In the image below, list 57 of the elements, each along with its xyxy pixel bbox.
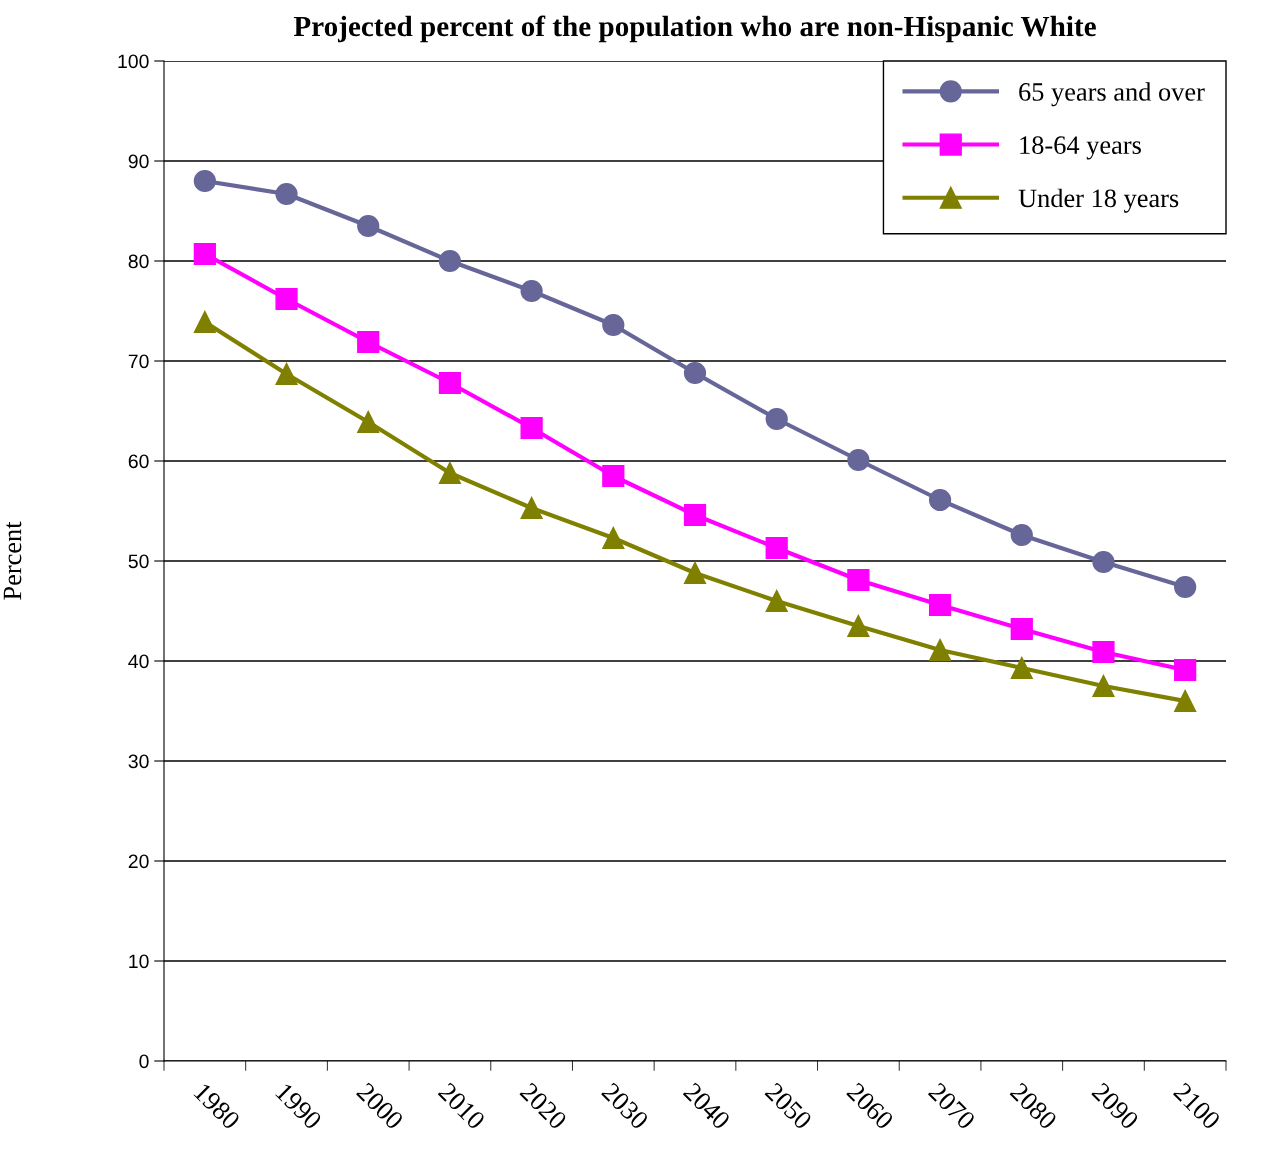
point [520,416,543,440]
y-tick-label: 100 [118,54,149,69]
y-tick-label: 10 [129,954,149,969]
chart-title: Projected percent of the population who are non-Hispanic White [293,15,1096,43]
point [193,169,216,193]
point [847,614,870,638]
y-tick-label: 30 [128,754,149,769]
point [1010,656,1033,680]
point [1092,550,1115,574]
point [683,361,707,385]
y-tick-label: 60 [128,454,149,469]
point [275,362,298,386]
x-tick-label: 1990 [275,1082,323,1131]
point [683,561,707,585]
point [275,182,298,206]
point [520,496,543,520]
y-tick-label: 70 [128,354,149,369]
point [847,448,870,472]
point [357,410,380,434]
point [602,464,625,488]
point [1010,617,1033,641]
point [357,214,380,238]
legend-label: Under 18 years [1018,188,1179,213]
point [1174,689,1197,713]
legend-label: 18-64 years [1020,136,1141,160]
point [357,330,380,354]
y-tick-label: 0 [139,1054,149,1069]
y-axis-title: Percent [3,521,22,600]
point [928,638,952,662]
point [683,503,707,527]
point [193,310,216,334]
legend-label: 65 years and over [1019,82,1205,107]
point [438,249,462,273]
point [520,279,543,303]
point [1174,658,1197,682]
point [765,589,788,613]
point [1092,640,1115,664]
x-tick-label: 1980 [193,1082,241,1131]
point [193,242,216,266]
y-tick-label: 80 [128,254,149,269]
point [438,461,462,485]
point [928,593,952,617]
y-tick-label: 90 [128,154,149,169]
point [438,371,462,395]
point [1010,523,1033,547]
point [765,407,788,431]
y-tick-label: 50 [128,554,149,569]
y-tick-label: 40 [128,654,149,669]
point [847,568,870,592]
point [275,287,298,311]
point [1174,575,1197,599]
point [1092,674,1115,698]
y-tick-label: 20 [128,854,149,869]
point [765,536,788,560]
point [602,526,625,550]
point [928,488,952,512]
point [602,313,625,337]
